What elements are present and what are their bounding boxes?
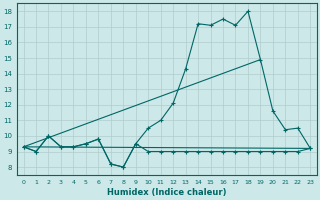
X-axis label: Humidex (Indice chaleur): Humidex (Indice chaleur) — [107, 188, 227, 197]
